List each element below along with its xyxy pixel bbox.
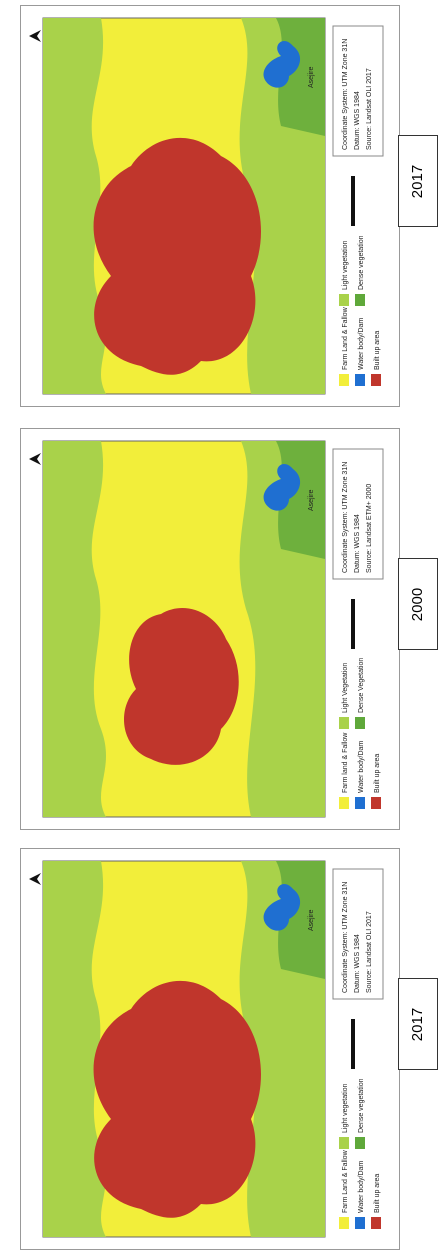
info-text: Datum: WGS 1984 <box>354 514 361 573</box>
legend-swatch <box>355 374 365 386</box>
legend-label: Built up area <box>374 1174 381 1213</box>
map-panel: Asejire Farm Land & Fallow Water body/Dam B… <box>20 848 400 1250</box>
year-box: 2017 <box>398 978 438 1070</box>
year-label: 2000 <box>410 587 427 620</box>
legend-label: Built up area <box>374 331 381 370</box>
map-svg: Asejire Farm Land & Fallow Water body/Dam B… <box>21 6 399 406</box>
rotated-map: Asejire Farm Land & Fallow Water body/Dam B… <box>29 18 383 394</box>
place-label: Asejire <box>308 66 315 88</box>
scale-bar <box>351 176 355 226</box>
info-text: Coordinate System: UTM Zone 31N <box>342 39 349 150</box>
rotated-map: Asejire Farm Land & Fallow Water body/Dam B… <box>29 861 383 1237</box>
map-panel: Asejire Farm Land & Fallow Water body/Dam B… <box>20 5 400 407</box>
info-text: Datum: WGS 1984 <box>354 91 361 150</box>
legend-swatch <box>355 797 365 809</box>
legend-swatch <box>355 1217 365 1229</box>
scale-bar <box>351 599 355 649</box>
legend-label: Dense vegetation <box>358 235 365 290</box>
legend-swatch <box>355 1137 365 1149</box>
legend-label: Water body/Dam <box>358 1161 365 1213</box>
info-text: Source: Landsat OLI 2017 <box>366 68 373 150</box>
legend-swatch <box>355 717 365 729</box>
legend-label: Light vegetation <box>342 1083 349 1133</box>
light-vegetation <box>43 441 106 817</box>
place-label: Asejire <box>308 909 315 931</box>
scale-bar <box>351 1019 355 1069</box>
info-text: Source: Landsat OLI 2017 <box>366 911 373 993</box>
legend-label: Farm Land & Fallow <box>342 306 349 370</box>
legend-label: Built up area <box>374 754 381 793</box>
place-label: Asejire <box>308 489 315 511</box>
north-arrow <box>29 873 41 885</box>
legend-swatch <box>371 1217 381 1229</box>
legend-swatch <box>339 717 349 729</box>
info-text: Coordinate System: UTM Zone 31N <box>342 462 349 573</box>
legend-swatch <box>339 374 349 386</box>
legend-label: Farm land & Fallow <box>342 732 349 793</box>
legend-label: Dense vegetation <box>358 1078 365 1133</box>
info-text: Source: Landsat ETM+ 2000 <box>366 484 373 573</box>
legend-label: Light vegetation <box>342 240 349 290</box>
legend-swatch <box>339 797 349 809</box>
info-text: Datum: WGS 1984 <box>354 934 361 993</box>
year-label: 2017 <box>410 1007 427 1040</box>
year-box: 2000 <box>398 558 438 650</box>
legend-label: Farm Land & Fallow <box>342 1149 349 1213</box>
map-panel: Asejire Farm land & Fallow Water body/Dam B… <box>20 428 400 830</box>
legend-swatch <box>339 294 349 306</box>
legend-label: Water body/Dam <box>358 318 365 370</box>
info-text: Coordinate System: UTM Zone 31N <box>342 882 349 993</box>
north-arrow <box>29 453 41 465</box>
legend-label: Light Vegetation <box>342 663 349 713</box>
legend-swatch <box>339 1217 349 1229</box>
map-svg: Asejire Farm land & Fallow Water body/Dam B… <box>21 429 399 829</box>
legend-label: Dense Vegetation <box>358 658 365 713</box>
light-vegetation <box>43 18 106 394</box>
page: Asejire Farm Land & Fallow Water body/Dam B… <box>0 0 438 1243</box>
map-svg: Asejire Farm Land & Fallow Water body/Dam B… <box>21 849 399 1249</box>
legend-swatch <box>371 374 381 386</box>
light-vegetation <box>43 861 106 1237</box>
rotated-map: Asejire Farm land & Fallow Water body/Dam B… <box>29 441 383 817</box>
legend-swatch <box>339 1137 349 1149</box>
legend-swatch <box>371 797 381 809</box>
legend-swatch <box>355 294 365 306</box>
legend-label: Water body/Dam <box>358 741 365 793</box>
north-arrow <box>29 30 41 42</box>
year-box: 2017 <box>398 135 438 227</box>
year-label: 2017 <box>410 164 427 197</box>
